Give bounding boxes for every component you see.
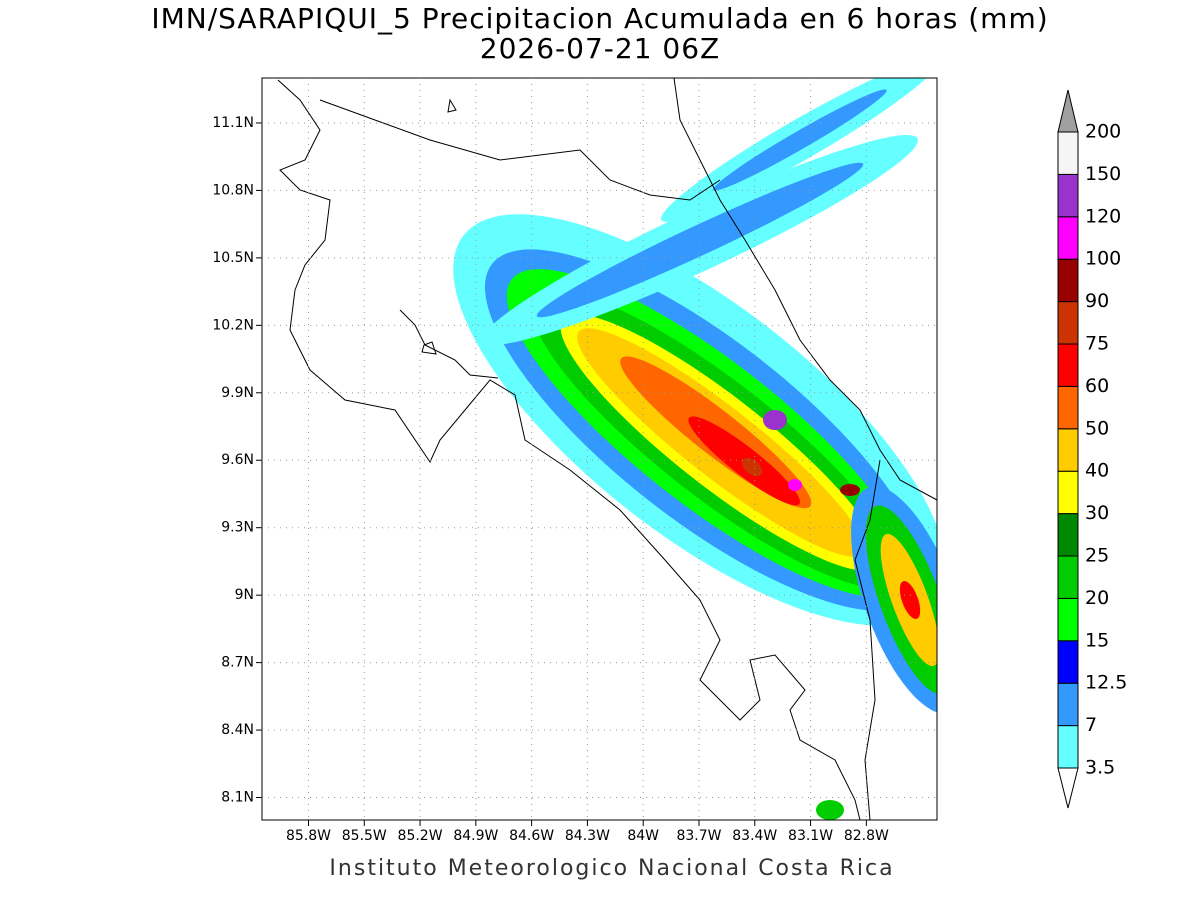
subtitle: 2026-07-21 06Z <box>480 32 720 65</box>
colorbar-box <box>1057 258 1079 303</box>
colorbar-box <box>1057 640 1079 684</box>
colorbar-box <box>1057 682 1079 727</box>
y-tick-label: 10.8N <box>212 182 254 198</box>
colorbar-box <box>1057 513 1079 557</box>
colorbar-label: 12.5 <box>1085 672 1127 694</box>
x-tick-label: 83.1W <box>788 828 833 844</box>
colorbar-box <box>1057 555 1079 599</box>
colorbar-label: 120 <box>1085 205 1121 227</box>
x-tick-label: 83.4W <box>732 828 777 844</box>
colorbar-box <box>1057 173 1079 218</box>
y-tick-label: 9.9N <box>221 385 254 401</box>
y-tick-label: 9N <box>235 587 254 603</box>
x-tick-label: 83.7W <box>676 828 721 844</box>
x-tick-label: 85.2W <box>398 828 443 844</box>
colorbar-label: 150 <box>1085 163 1121 185</box>
colorbar-box <box>1057 470 1079 515</box>
colorbar-label: 20 <box>1085 587 1109 609</box>
y-tick-label: 11.1N <box>212 115 254 131</box>
colorbar-label: 50 <box>1085 417 1109 439</box>
y-tick-label: 10.5N <box>212 250 254 266</box>
x-tick-label: 82.8W <box>844 828 889 844</box>
colorbar-box <box>1057 343 1079 387</box>
x-tick-label: 84.3W <box>565 828 610 844</box>
title: IMN/SARAPIQUI_5 Precipitacion Acumulada … <box>151 2 1048 35</box>
x-tick-label: 85.5W <box>342 828 387 844</box>
footer: Instituto Meteorologico Nacional Costa R… <box>329 856 894 881</box>
map-frame <box>261 77 938 821</box>
colorbar-box <box>1057 597 1079 642</box>
colorbar-label: 100 <box>1085 248 1121 270</box>
colorbar-label: 25 <box>1085 545 1109 567</box>
colorbar-box <box>1057 428 1079 472</box>
coastlines <box>277 78 937 820</box>
y-tick-label: 8.4N <box>221 722 254 738</box>
x-tick-label: 84.9W <box>453 828 498 844</box>
colorbar-box <box>1057 301 1079 345</box>
y-tick-label: 9.3N <box>221 520 254 536</box>
x-tick-label: 84W <box>627 828 659 844</box>
colorbar-under <box>1057 767 1079 809</box>
y-tick-label: 9.6N <box>221 452 254 468</box>
colorbar-box <box>1057 385 1079 430</box>
colorbar-box <box>1057 131 1079 175</box>
x-tick-label: 85.8W <box>286 828 331 844</box>
y-tick-label: 10.2N <box>212 317 254 333</box>
colorbar-label: 60 <box>1085 375 1109 397</box>
colorbar-label: 15 <box>1085 629 1109 651</box>
colorbar-box <box>1057 725 1079 769</box>
colorbar-label: 7 <box>1085 714 1097 736</box>
colorbar-box <box>1057 216 1079 260</box>
y-tick-label: 8.1N <box>221 790 254 806</box>
x-tick-label: 84.6W <box>509 828 554 844</box>
colorbar-label: 3.5 <box>1085 757 1115 779</box>
colorbar-over <box>1057 89 1079 133</box>
colorbar-label: 75 <box>1085 333 1109 355</box>
colorbar-label: 200 <box>1085 121 1121 143</box>
colorbar-label: 30 <box>1085 502 1109 524</box>
colorbar-label: 90 <box>1085 290 1109 312</box>
colorbar-label: 40 <box>1085 460 1109 482</box>
precip-field <box>453 78 937 820</box>
y-tick-label: 8.7N <box>221 655 254 671</box>
